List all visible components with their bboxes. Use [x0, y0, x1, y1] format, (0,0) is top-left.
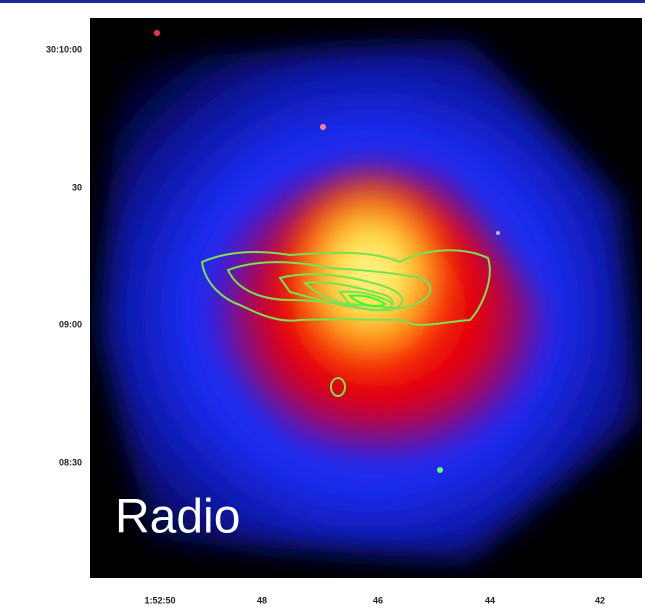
- figure: Radio 30:10:00 30 09:00 08:30 1:52:50 48 46 44 4…: [0, 0, 645, 611]
- x-tick-label: 1:52:50: [144, 595, 175, 605]
- top-bar: [0, 0, 645, 3]
- x-tick-label: 48: [257, 595, 267, 605]
- x-tick-label: 44: [485, 595, 495, 605]
- sky-image: Radio: [90, 18, 642, 578]
- overlay-label: Radio: [115, 491, 240, 544]
- y-tick-label: 08:30: [59, 457, 82, 467]
- y-tick-label: 30:10:00: [46, 44, 82, 54]
- x-tick-label: 46: [373, 595, 383, 605]
- y-tick-label: 30: [72, 182, 82, 192]
- y-tick-label: 09:00: [59, 319, 82, 329]
- x-tick-label: 42: [595, 595, 605, 605]
